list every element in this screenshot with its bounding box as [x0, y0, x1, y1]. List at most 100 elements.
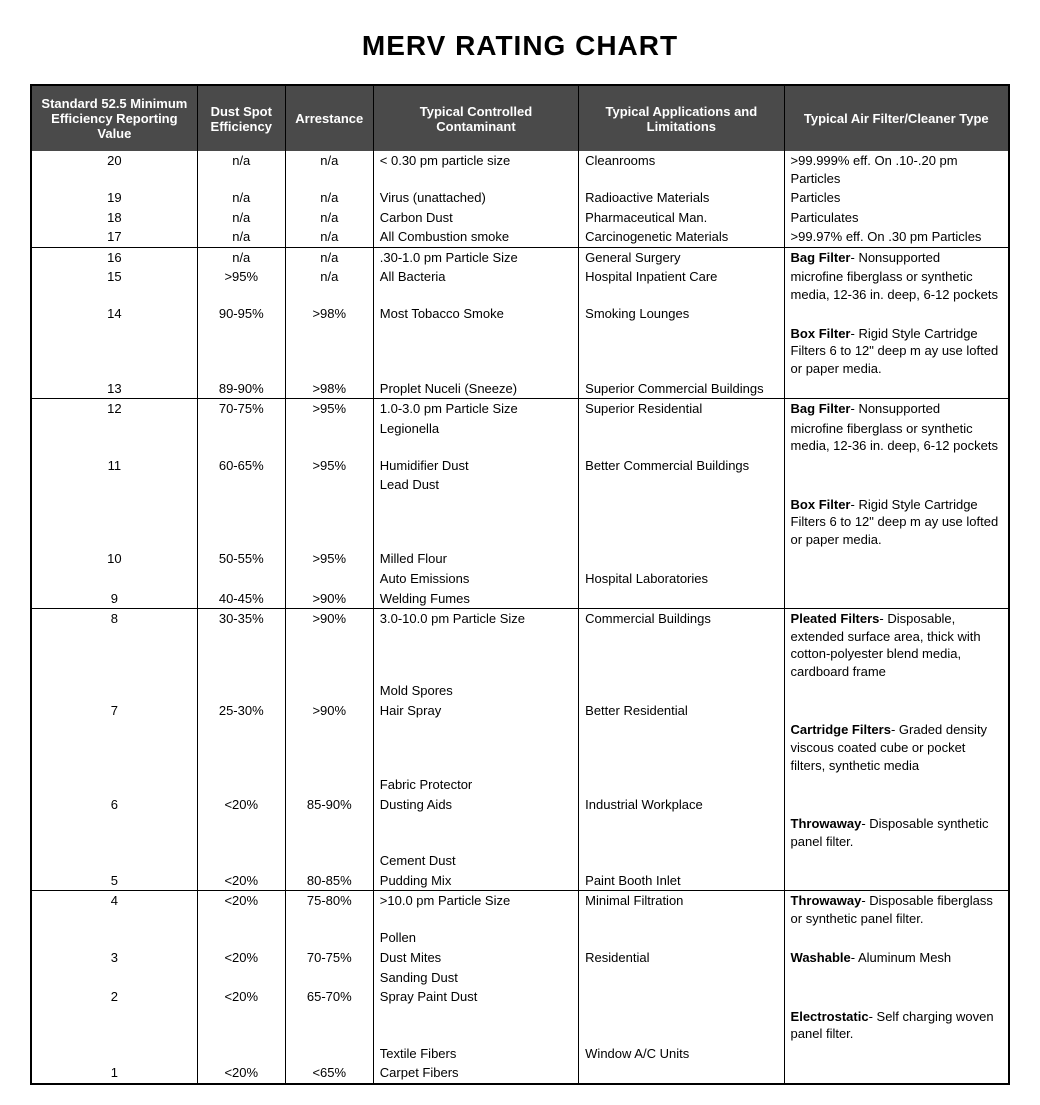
cell-arrestance: 80-85%	[285, 871, 373, 891]
cell-contaminant: 1.0-3.0 pm Particle Size	[373, 399, 578, 419]
cell-dust	[197, 814, 285, 851]
cell-filter: microfine fiberglass or synthetic media,…	[784, 267, 1009, 304]
cell-merv	[31, 814, 197, 851]
cell-contaminant	[373, 495, 578, 550]
cell-contaminant	[373, 324, 578, 379]
table-row: 17n/an/aAll Combustion smokeCarcinogenet…	[31, 227, 1009, 247]
cell-dust	[197, 419, 285, 456]
cell-contaminant: Proplet Nuceli (Sneeze)	[373, 379, 578, 399]
col-header: Typical Controlled Contaminant	[373, 85, 578, 151]
cell-contaminant: Carpet Fibers	[373, 1063, 578, 1084]
cell-application: General Surgery	[579, 247, 784, 267]
cell-filter: Particulates	[784, 208, 1009, 228]
cell-contaminant: Humidifier Dust	[373, 456, 578, 476]
cell-arrestance	[285, 851, 373, 871]
cell-application: Superior Commercial Buildings	[579, 379, 784, 399]
cell-dust	[197, 720, 285, 775]
cell-arrestance: >95%	[285, 549, 373, 569]
cell-filter	[784, 1063, 1009, 1084]
table-row: Electrostatic- Self charging woven panel…	[31, 1007, 1009, 1044]
cell-arrestance	[285, 419, 373, 456]
cell-contaminant: Carbon Dust	[373, 208, 578, 228]
table-row: 20n/an/a< 0.30 pm particle sizeCleanroom…	[31, 151, 1009, 188]
table-row: 1<20%<65%Carpet Fibers	[31, 1063, 1009, 1084]
cell-contaminant: Pudding Mix	[373, 871, 578, 891]
cell-merv	[31, 851, 197, 871]
cell-application	[579, 1007, 784, 1044]
table-row: 1050-55%>95%Milled Flour	[31, 549, 1009, 569]
cell-dust: 60-65%	[197, 456, 285, 476]
cell-merv	[31, 1007, 197, 1044]
cell-filter	[784, 475, 1009, 495]
cell-application	[579, 968, 784, 988]
cell-dust: n/a	[197, 208, 285, 228]
cell-application: Pharmaceutical Man.	[579, 208, 784, 228]
cell-dust	[197, 928, 285, 948]
cell-dust	[197, 569, 285, 589]
cell-filter	[784, 569, 1009, 589]
cell-arrestance	[285, 814, 373, 851]
cell-arrestance	[285, 1044, 373, 1064]
cell-dust	[197, 775, 285, 795]
cell-application: Better Commercial Buildings	[579, 456, 784, 476]
cell-filter	[784, 795, 1009, 815]
cell-dust: 50-55%	[197, 549, 285, 569]
table-row: 4<20%75-80%>10.0 pm Particle SizeMinimal…	[31, 891, 1009, 929]
cell-dust: <20%	[197, 1063, 285, 1084]
cell-arrestance: <65%	[285, 1063, 373, 1084]
cell-application	[579, 495, 784, 550]
cell-contaminant: All Bacteria	[373, 267, 578, 304]
cell-merv: 13	[31, 379, 197, 399]
cell-dust	[197, 1007, 285, 1044]
cell-merv: 3	[31, 948, 197, 968]
cell-filter	[784, 456, 1009, 476]
cell-application	[579, 419, 784, 456]
cell-arrestance: 75-80%	[285, 891, 373, 929]
cell-contaminant	[373, 720, 578, 775]
cell-dust: n/a	[197, 151, 285, 188]
page-title: MERV RATING CHART	[30, 30, 1010, 62]
cell-arrestance	[285, 569, 373, 589]
cell-dust: <20%	[197, 795, 285, 815]
cell-dust: <20%	[197, 987, 285, 1007]
cell-arrestance: >90%	[285, 609, 373, 682]
table-row: 830-35%>90%3.0-10.0 pm Particle SizeComm…	[31, 609, 1009, 682]
cell-application: Window A/C Units	[579, 1044, 784, 1064]
table-row: 1270-75%>95%1.0-3.0 pm Particle SizeSupe…	[31, 399, 1009, 419]
table-body: 20n/an/a< 0.30 pm particle sizeCleanroom…	[31, 151, 1009, 1084]
cell-merv: 19	[31, 188, 197, 208]
table-row: Mold Spores	[31, 681, 1009, 701]
cell-contaminant	[373, 814, 578, 851]
cell-merv: 14	[31, 304, 197, 324]
cell-dust: 89-90%	[197, 379, 285, 399]
cell-filter	[784, 968, 1009, 988]
cell-contaminant: Cement Dust	[373, 851, 578, 871]
cell-arrestance: 85-90%	[285, 795, 373, 815]
table-row: Box Filter- Rigid Style Cartridge Filter…	[31, 324, 1009, 379]
cell-arrestance: n/a	[285, 208, 373, 228]
cell-application	[579, 814, 784, 851]
cell-arrestance	[285, 475, 373, 495]
col-header: Standard 52.5 Minimum Efficiency Reporti…	[31, 85, 197, 151]
cell-application	[579, 1063, 784, 1084]
cell-application	[579, 775, 784, 795]
cell-filter	[784, 304, 1009, 324]
cell-filter	[784, 549, 1009, 569]
cell-application	[579, 928, 784, 948]
cell-arrestance: n/a	[285, 151, 373, 188]
cell-contaminant: < 0.30 pm particle size	[373, 151, 578, 188]
cell-arrestance: n/a	[285, 267, 373, 304]
cell-filter	[784, 379, 1009, 399]
cell-contaminant: Dusting Aids	[373, 795, 578, 815]
table-row: Pollen	[31, 928, 1009, 948]
cell-application: Hospital Inpatient Care	[579, 267, 784, 304]
cell-application: Minimal Filtration	[579, 891, 784, 929]
cell-merv	[31, 968, 197, 988]
cell-merv	[31, 495, 197, 550]
cell-arrestance	[285, 324, 373, 379]
cell-application: Hospital Laboratories	[579, 569, 784, 589]
cell-application: Radioactive Materials	[579, 188, 784, 208]
table-row: 2<20%65-70%Spray Paint Dust	[31, 987, 1009, 1007]
cell-merv: 6	[31, 795, 197, 815]
cell-application	[579, 324, 784, 379]
